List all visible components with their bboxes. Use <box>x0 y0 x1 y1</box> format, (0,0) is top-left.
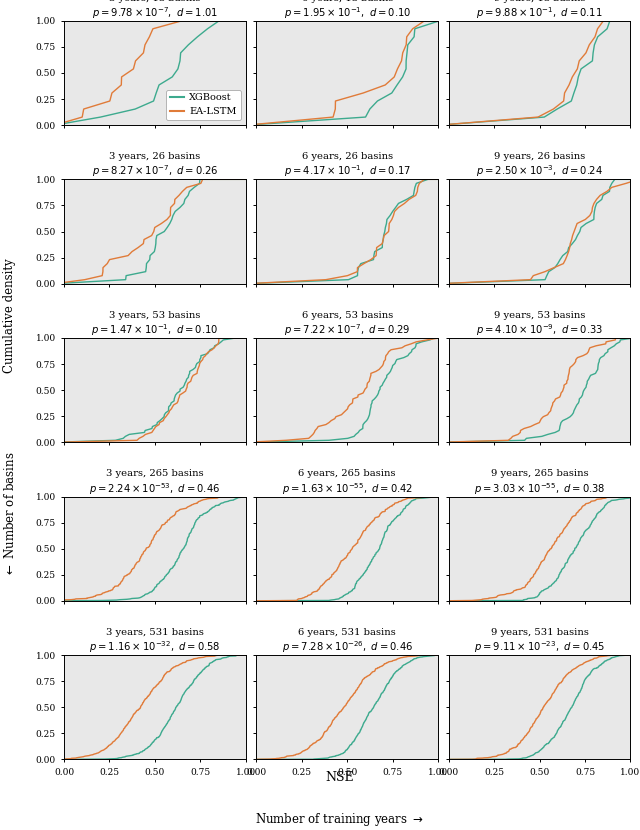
Text: NSE: NSE <box>325 771 353 784</box>
Title: 3 years, 531 basins
$p = 1.16\times10^{-32},\ d = 0.58$: 3 years, 531 basins $p = 1.16\times10^{-… <box>89 628 221 655</box>
Title: 6 years, 53 basins
$p = 7.22\times10^{-7},\ d = 0.29$: 6 years, 53 basins $p = 7.22\times10^{-7… <box>284 310 410 338</box>
Text: Number of training years $\rightarrow$: Number of training years $\rightarrow$ <box>255 811 424 828</box>
Text: $\leftarrow$ Number of basins: $\leftarrow$ Number of basins <box>3 452 17 578</box>
Text: Cumulative density: Cumulative density <box>3 258 16 373</box>
Title: 9 years, 26 basins
$p = 2.50\times10^{-3},\ d = 0.24$: 9 years, 26 basins $p = 2.50\times10^{-3… <box>476 152 603 179</box>
Title: 9 years, 531 basins
$p = 9.11\times10^{-23},\ d = 0.45$: 9 years, 531 basins $p = 9.11\times10^{-… <box>474 628 605 655</box>
Legend: XGBoost, EA-LSTM: XGBoost, EA-LSTM <box>166 90 241 120</box>
Title: 6 years, 531 basins
$p = 7.28\times10^{-26},\ d = 0.46$: 6 years, 531 basins $p = 7.28\times10^{-… <box>282 628 413 655</box>
Title: 9 years, 53 basins
$p = 4.10\times10^{-9},\ d = 0.33$: 9 years, 53 basins $p = 4.10\times10^{-9… <box>476 310 603 338</box>
Title: 3 years, 53 basins
$p = 1.47\times10^{-1},\ d = 0.10$: 3 years, 53 basins $p = 1.47\times10^{-1… <box>91 310 218 338</box>
Title: 3 years, 13 basins
$p = 9.78\times10^{-7},\ d = 1.01$: 3 years, 13 basins $p = 9.78\times10^{-7… <box>92 0 218 21</box>
Title: 9 years, 265 basins
$p = 3.03\times10^{-55},\ d = 0.38$: 9 years, 265 basins $p = 3.03\times10^{-… <box>474 469 605 496</box>
Title: 6 years, 13 basins
$p = 1.95\times10^{-1},\ d = 0.10$: 6 years, 13 basins $p = 1.95\times10^{-1… <box>284 0 411 21</box>
Title: 9 years, 13 basins
$p = 9.88\times10^{-1},\ d = 0.11$: 9 years, 13 basins $p = 9.88\times10^{-1… <box>476 0 603 21</box>
Title: 6 years, 26 basins
$p = 4.17\times10^{-1},\ d = 0.17$: 6 years, 26 basins $p = 4.17\times10^{-1… <box>284 152 411 179</box>
Title: 3 years, 265 basins
$p = 2.24\times10^{-53},\ d = 0.46$: 3 years, 265 basins $p = 2.24\times10^{-… <box>89 469 220 496</box>
Title: 6 years, 265 basins
$p = 1.63\times10^{-55},\ d = 0.42$: 6 years, 265 basins $p = 1.63\times10^{-… <box>282 469 413 496</box>
Title: 3 years, 26 basins
$p = 8.27\times10^{-7},\ d = 0.26$: 3 years, 26 basins $p = 8.27\times10^{-7… <box>92 152 218 179</box>
